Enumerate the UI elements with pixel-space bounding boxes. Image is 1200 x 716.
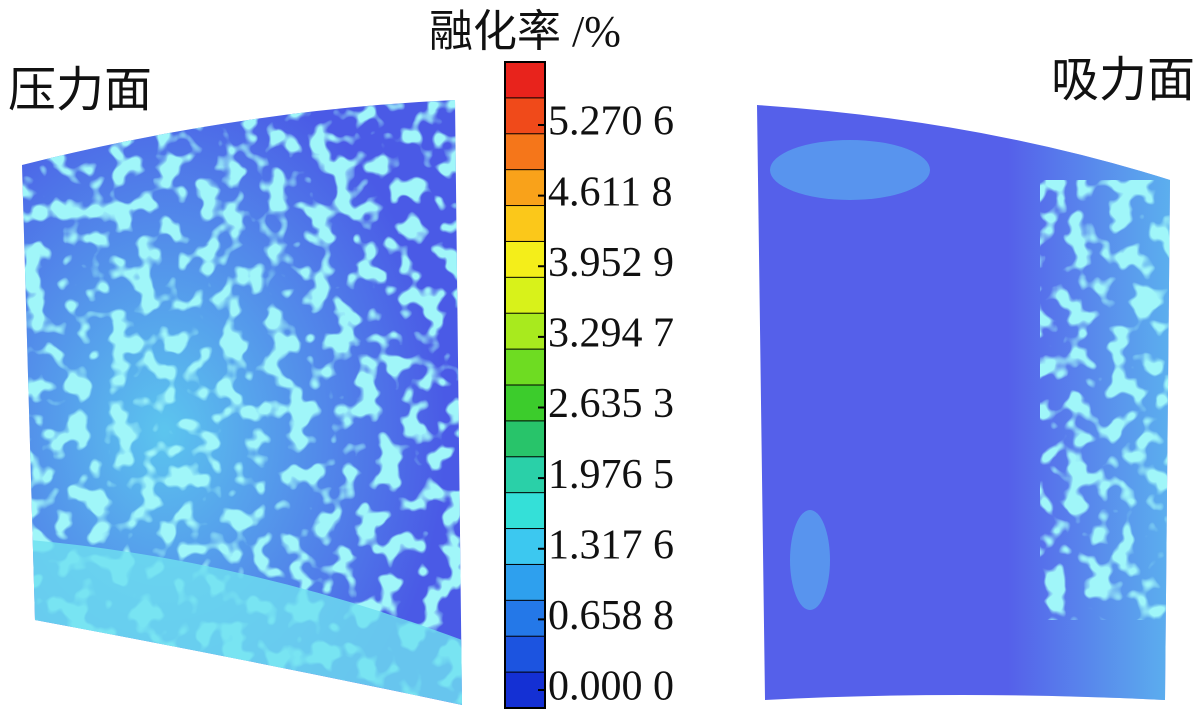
colorbar-band — [504, 563, 546, 602]
pressure-side-label: 压力面 — [8, 64, 152, 117]
colorbar-band — [504, 456, 546, 494]
colorbar-band — [504, 492, 546, 530]
colorbar-tick-label: 5.270 6 — [548, 99, 674, 145]
colorbar-band — [504, 240, 546, 279]
colorbar-title: 融化率 /% — [429, 7, 621, 56]
colorbar-band — [504, 348, 546, 387]
colorbar-tick-label: 0.658 8 — [548, 593, 674, 639]
colorbar-band — [504, 635, 546, 674]
colorbar-tick-label: 0.000 0 — [548, 664, 674, 710]
colorbar-tick-label: 1.317 6 — [548, 522, 674, 568]
colorbar — [504, 61, 546, 709]
colorbar-band — [504, 61, 546, 99]
colorbar-tick-label: 3.952 9 — [548, 240, 674, 286]
colorbar-band — [504, 420, 546, 458]
colorbar-band — [504, 133, 546, 171]
colorbar-band — [504, 276, 546, 315]
colorbar-tick-label: 4.611 8 — [548, 169, 672, 215]
surface-pattern — [1040, 180, 1170, 620]
colorbar-frame — [504, 61, 546, 709]
colorbar-band — [504, 312, 546, 351]
colorbar-band — [504, 528, 546, 566]
colorbar-tick-label: 3.294 7 — [548, 311, 674, 357]
surface-patch — [770, 140, 930, 200]
suction-surface — [757, 105, 1170, 700]
colorbar-tick-label: 1.976 5 — [548, 452, 674, 498]
colorbar-band — [504, 97, 546, 135]
colorbar-band — [504, 205, 546, 243]
colorbar-tick-label: 2.635 3 — [548, 381, 674, 427]
pressure-surface — [22, 100, 462, 705]
surface-patch — [790, 510, 830, 610]
colorbar-band — [504, 384, 546, 422]
surface-band — [30, 540, 462, 705]
colorbar-band — [504, 169, 546, 207]
suction-side-label: 吸力面 — [1051, 54, 1195, 107]
